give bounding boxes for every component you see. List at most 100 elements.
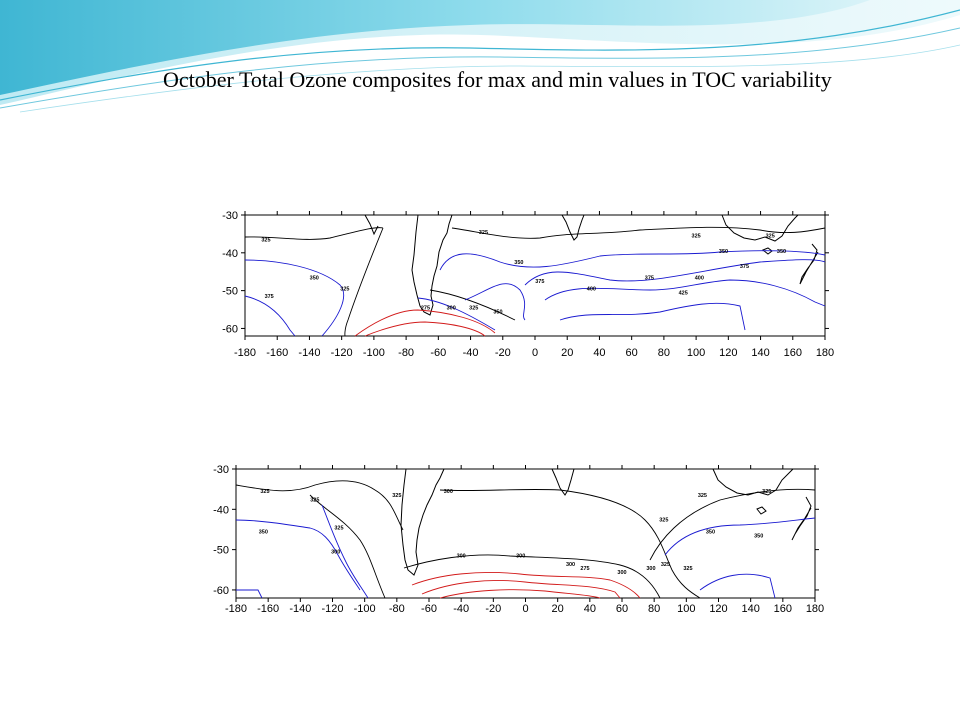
banner-line-2 (0, 27, 960, 109)
x-tick-label: -180 (225, 603, 247, 615)
x-tick-label: -40 (463, 347, 479, 359)
map-max-axes: -180 -160 -140 -120 -100 -80 -60 -40 -20 0 20 40 60 8… (222, 210, 834, 359)
contour-label: 350 (310, 275, 319, 281)
contour-275-band-min (411, 572, 641, 599)
y-tick-label: -30 (213, 464, 229, 476)
contour-label: 300 (617, 570, 626, 576)
x-tick-label: 60 (626, 347, 638, 359)
contour-250-max (354, 309, 496, 337)
contour-label: 325 (340, 287, 349, 293)
contour-225-band-min (439, 589, 601, 599)
x-tick-label: -20 (495, 347, 511, 359)
header-banner-waves (0, 0, 960, 113)
contour-label: 300 (447, 306, 456, 312)
contour-300-west-min (309, 494, 386, 599)
contour-label: 325 (479, 230, 488, 236)
contour-label: 350 (493, 309, 502, 315)
coast-newzealand-min (791, 496, 812, 541)
x-tick-label: -140 (298, 347, 320, 359)
contour-label: 400 (695, 275, 704, 281)
coast-tasmania-min (756, 506, 767, 515)
contour-350-west-min (235, 519, 361, 591)
x-tick-label: -120 (321, 603, 343, 615)
contour-label: 275 (580, 566, 589, 572)
coast-southamerica-min (400, 468, 445, 576)
y-tick-label: -40 (213, 504, 229, 516)
contour-label: 325 (334, 525, 343, 531)
slide-title: October Total Ozone composites for max a… (163, 67, 832, 92)
coast-ne-max (364, 214, 379, 236)
x-tick-label: 120 (709, 603, 727, 615)
contour-label: 300 (516, 554, 525, 560)
contour-label: 325 (659, 517, 668, 523)
contour-label: 425 (679, 290, 688, 296)
contour-350-east-min (664, 517, 816, 556)
x-tick-label: -80 (389, 603, 405, 615)
contour-350-east-max (439, 250, 826, 271)
x-tick-label: -180 (234, 347, 256, 359)
x-tick-label: 160 (784, 347, 802, 359)
contour-label: 350 (754, 534, 763, 540)
contour-375-east-max (464, 283, 526, 321)
x-tick-label: 0 (522, 603, 528, 615)
x-tick-label: -40 (453, 603, 469, 615)
y-tick-label: -50 (213, 545, 229, 557)
contour-325-east-min (439, 488, 701, 599)
contour-label: 325 (762, 489, 771, 495)
map-max-coast (364, 214, 819, 316)
x-tick-label: 80 (658, 347, 670, 359)
x-tick-label: -160 (257, 603, 279, 615)
contour-label: 350 (777, 249, 786, 255)
x-tick-label: 40 (593, 347, 605, 359)
y-tick-label: -60 (213, 585, 229, 597)
x-tick-label: -20 (485, 603, 501, 615)
x-tick-label: 180 (806, 603, 824, 615)
x-tick-label: -120 (331, 347, 353, 359)
contour-400-max (544, 279, 826, 307)
coast-africa-min (551, 468, 575, 496)
x-tick-label: 160 (774, 603, 792, 615)
contour-label: 375 (535, 279, 544, 285)
contour-label: 325 (469, 306, 478, 312)
contour-325b-east-min (649, 488, 816, 561)
coast-southamerica-max (411, 214, 453, 316)
contour-label: 350 (706, 530, 715, 536)
contour-label: 325 (661, 562, 670, 568)
x-tick-label: -100 (354, 603, 376, 615)
contour-325-east-max (451, 226, 826, 239)
contour-250-band-min (421, 580, 621, 599)
contour-label: 300 (457, 554, 466, 560)
x-tick-label: 100 (677, 603, 695, 615)
contour-label: 325 (692, 234, 701, 240)
x-tick-label: 40 (584, 603, 596, 615)
contour-label: 400 (587, 287, 596, 293)
coast-australia-min (712, 468, 794, 496)
banner-line-3 (19, 44, 960, 113)
contour-label: 325 (260, 489, 269, 495)
contour-label: 300 (331, 550, 340, 556)
coast-australia-max (721, 214, 799, 242)
contour-label: 325 (310, 497, 319, 503)
contour-300-band-min (403, 554, 661, 599)
contour-300-max (429, 289, 516, 321)
x-tick-label: -160 (266, 347, 288, 359)
contour-label: 300 (646, 566, 655, 572)
contour-350-max (244, 259, 345, 337)
contour-375-max (244, 295, 296, 337)
contour-375-west-min (236, 589, 263, 599)
contour-label: 375 (265, 294, 274, 300)
map-min-labels: 325 325 350 325 300 325 300 300 300 300 275 300 300 3… (259, 489, 772, 576)
coast-africa-max (561, 214, 585, 241)
contour-label: 375 (645, 275, 654, 281)
contour-label: 300 (566, 562, 575, 568)
x-tick-label: 60 (616, 603, 628, 615)
x-tick-label: 20 (552, 603, 564, 615)
contour-label: 325 (698, 493, 707, 499)
x-tick-label: 140 (751, 347, 769, 359)
x-tick-label: -100 (363, 347, 385, 359)
x-tick-label: 80 (648, 603, 660, 615)
map-min-contours (235, 480, 816, 599)
banner-wave-front (0, 0, 870, 95)
contour-label: 300 (444, 489, 453, 495)
contour-label: 275 (421, 306, 430, 312)
